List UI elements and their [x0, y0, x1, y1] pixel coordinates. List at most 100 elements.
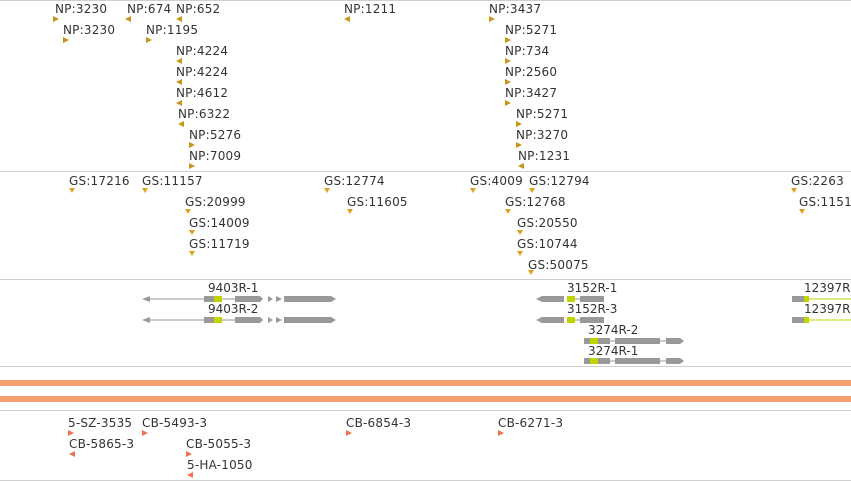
np-feature[interactable]: NP:4224 [176, 65, 229, 85]
np-feature[interactable]: NP:652 [176, 2, 220, 22]
np-marker-icon [176, 100, 182, 106]
gene-label: 9403R-1 [208, 281, 259, 295]
cb-feature-label: 5-HA-1050 [187, 458, 253, 472]
np-feature[interactable]: NP:4224 [176, 44, 229, 64]
np-marker-icon [176, 58, 182, 64]
gene-model[interactable]: 12397R [790, 281, 851, 303]
cb-feature[interactable]: CB-5055-3 [186, 437, 251, 457]
separator-bar-lower [0, 396, 851, 402]
gs-feature[interactable]: GS:11157 [142, 174, 203, 193]
np-feature[interactable]: NP:3230 [63, 23, 116, 43]
np-feature[interactable]: NP:1195 [146, 23, 199, 43]
gs-feature[interactable]: GS:11605 [347, 195, 408, 214]
track-divider-bar-cb [0, 410, 851, 411]
gs-feature[interactable]: GS:20999 [185, 195, 246, 214]
np-feature[interactable]: NP:6322 [178, 107, 230, 127]
cb-feature[interactable]: CB-5865-3 [69, 437, 135, 457]
gene-structure-icon [536, 296, 604, 302]
cb-feature[interactable]: CB-5493-3 [142, 416, 207, 436]
np-feature[interactable]: NP:3427 [505, 86, 557, 106]
gs-marker-icon [470, 188, 476, 193]
gene-model[interactable]: 3152R-3 [536, 302, 617, 324]
gs-feature-label: GS:11719 [189, 237, 250, 251]
np-feature[interactable]: NP:5276 [189, 128, 241, 148]
gene-structure-icon [584, 358, 684, 364]
np-feature[interactable]: NP:3437 [489, 2, 542, 22]
gs-feature[interactable]: GS:10744 [517, 237, 578, 256]
np-track: NP:3230 NP:674 NP:652 NP:1211 NP:3437 NP… [0, 0, 851, 171]
cb-marker-icon [69, 451, 75, 457]
np-feature[interactable]: NP:3230 [53, 2, 107, 22]
np-feature-label: NP:4224 [176, 65, 229, 79]
gs-feature-label: GS:10744 [517, 237, 578, 251]
gs-feature-label: GS:20999 [185, 195, 246, 209]
np-feature-label: NP:3270 [516, 128, 569, 142]
np-feature[interactable]: NP:674 [125, 2, 171, 22]
gs-feature[interactable]: GS:17216 [69, 174, 130, 193]
np-marker-icon [189, 163, 195, 169]
np-feature[interactable]: NP:734 [505, 44, 549, 64]
np-feature-label: NP:1195 [146, 23, 199, 37]
gene-model[interactable]: 3274R-1 [584, 344, 688, 366]
gs-feature[interactable]: GS:11719 [189, 237, 250, 256]
gs-marker-icon [189, 251, 195, 256]
np-marker-icon [518, 163, 524, 169]
np-marker-icon [53, 16, 59, 22]
np-feature[interactable]: NP:5271 [505, 23, 558, 43]
gs-feature-label: GS:11605 [347, 195, 408, 209]
gs-feature[interactable]: GS:12768 [505, 195, 566, 214]
cb-feature[interactable]: CB-6271-3 [498, 416, 563, 436]
np-feature[interactable]: NP:4612 [176, 86, 228, 106]
gs-track: GS:17216 GS:11157 GS:12774 GS:4009 GS:12… [69, 174, 851, 275]
gene-model[interactable]: 12397R [790, 302, 851, 324]
gs-feature[interactable]: GS:4009 [470, 174, 523, 193]
np-feature-label: NP:5271 [505, 23, 558, 37]
cb-feature[interactable]: 5-HA-1050 [187, 458, 253, 478]
np-feature[interactable]: NP:7009 [189, 149, 242, 169]
cb-feature[interactable]: 5-SZ-3535 [68, 416, 132, 436]
np-marker-icon [178, 121, 184, 127]
np-feature-label: NP:3230 [63, 23, 116, 37]
cb-marker-icon [498, 430, 504, 436]
gs-feature[interactable]: GS:14009 [189, 216, 250, 235]
gs-feature[interactable]: GS:2263 [791, 174, 844, 193]
gene-model[interactable]: 3274R-2 [584, 323, 688, 345]
np-feature[interactable]: NP:2560 [505, 65, 558, 85]
gs-marker-icon [185, 209, 191, 214]
gene-structure-icon [584, 338, 684, 344]
gene-model[interactable]: 9403R-1 [142, 281, 338, 303]
gs-feature-label: GS:12774 [324, 174, 385, 188]
np-feature-label: NP:4224 [176, 44, 229, 58]
gs-feature[interactable]: GS:12794 [529, 174, 590, 193]
gene-label: 3152R-3 [567, 302, 618, 316]
np-feature[interactable]: NP:1211 [344, 2, 396, 22]
track-divider-gs-gene [0, 279, 851, 280]
gs-feature[interactable]: GS:12774 [324, 174, 385, 193]
gs-marker-icon [324, 188, 330, 193]
gs-feature-label: GS:4009 [470, 174, 523, 188]
gene-structure-icon [792, 317, 851, 323]
np-feature-label: NP:3437 [489, 2, 542, 16]
cb-feature-label: CB-5865-3 [69, 437, 135, 451]
gs-feature[interactable]: GS:20550 [517, 216, 578, 235]
gs-marker-icon [69, 188, 75, 193]
gene-model[interactable]: 9403R-2 [142, 302, 338, 324]
cb-feature[interactable]: CB-6854-3 [346, 416, 411, 436]
np-feature-label: NP:1231 [518, 149, 571, 163]
gene-structure-icon [142, 296, 336, 302]
gs-feature[interactable]: GS:1151 [799, 195, 851, 214]
gs-feature-label: GS:1151 [799, 195, 851, 209]
gs-feature[interactable]: GS:50075 [528, 258, 589, 275]
gene-model[interactable]: 3152R-1 [536, 281, 617, 303]
np-marker-icon [516, 121, 522, 127]
gs-feature-label: GS:17216 [69, 174, 130, 188]
np-feature[interactable]: NP:1231 [518, 149, 571, 169]
np-marker-icon [505, 58, 511, 64]
gene-structure-icon [792, 296, 851, 302]
cb-marker-icon [142, 430, 148, 436]
np-marker-icon [505, 100, 511, 106]
np-feature[interactable]: NP:5271 [516, 107, 568, 127]
np-feature[interactable]: NP:3270 [516, 128, 569, 148]
np-feature-label: NP:7009 [189, 149, 242, 163]
np-feature-label: NP:2560 [505, 65, 558, 79]
